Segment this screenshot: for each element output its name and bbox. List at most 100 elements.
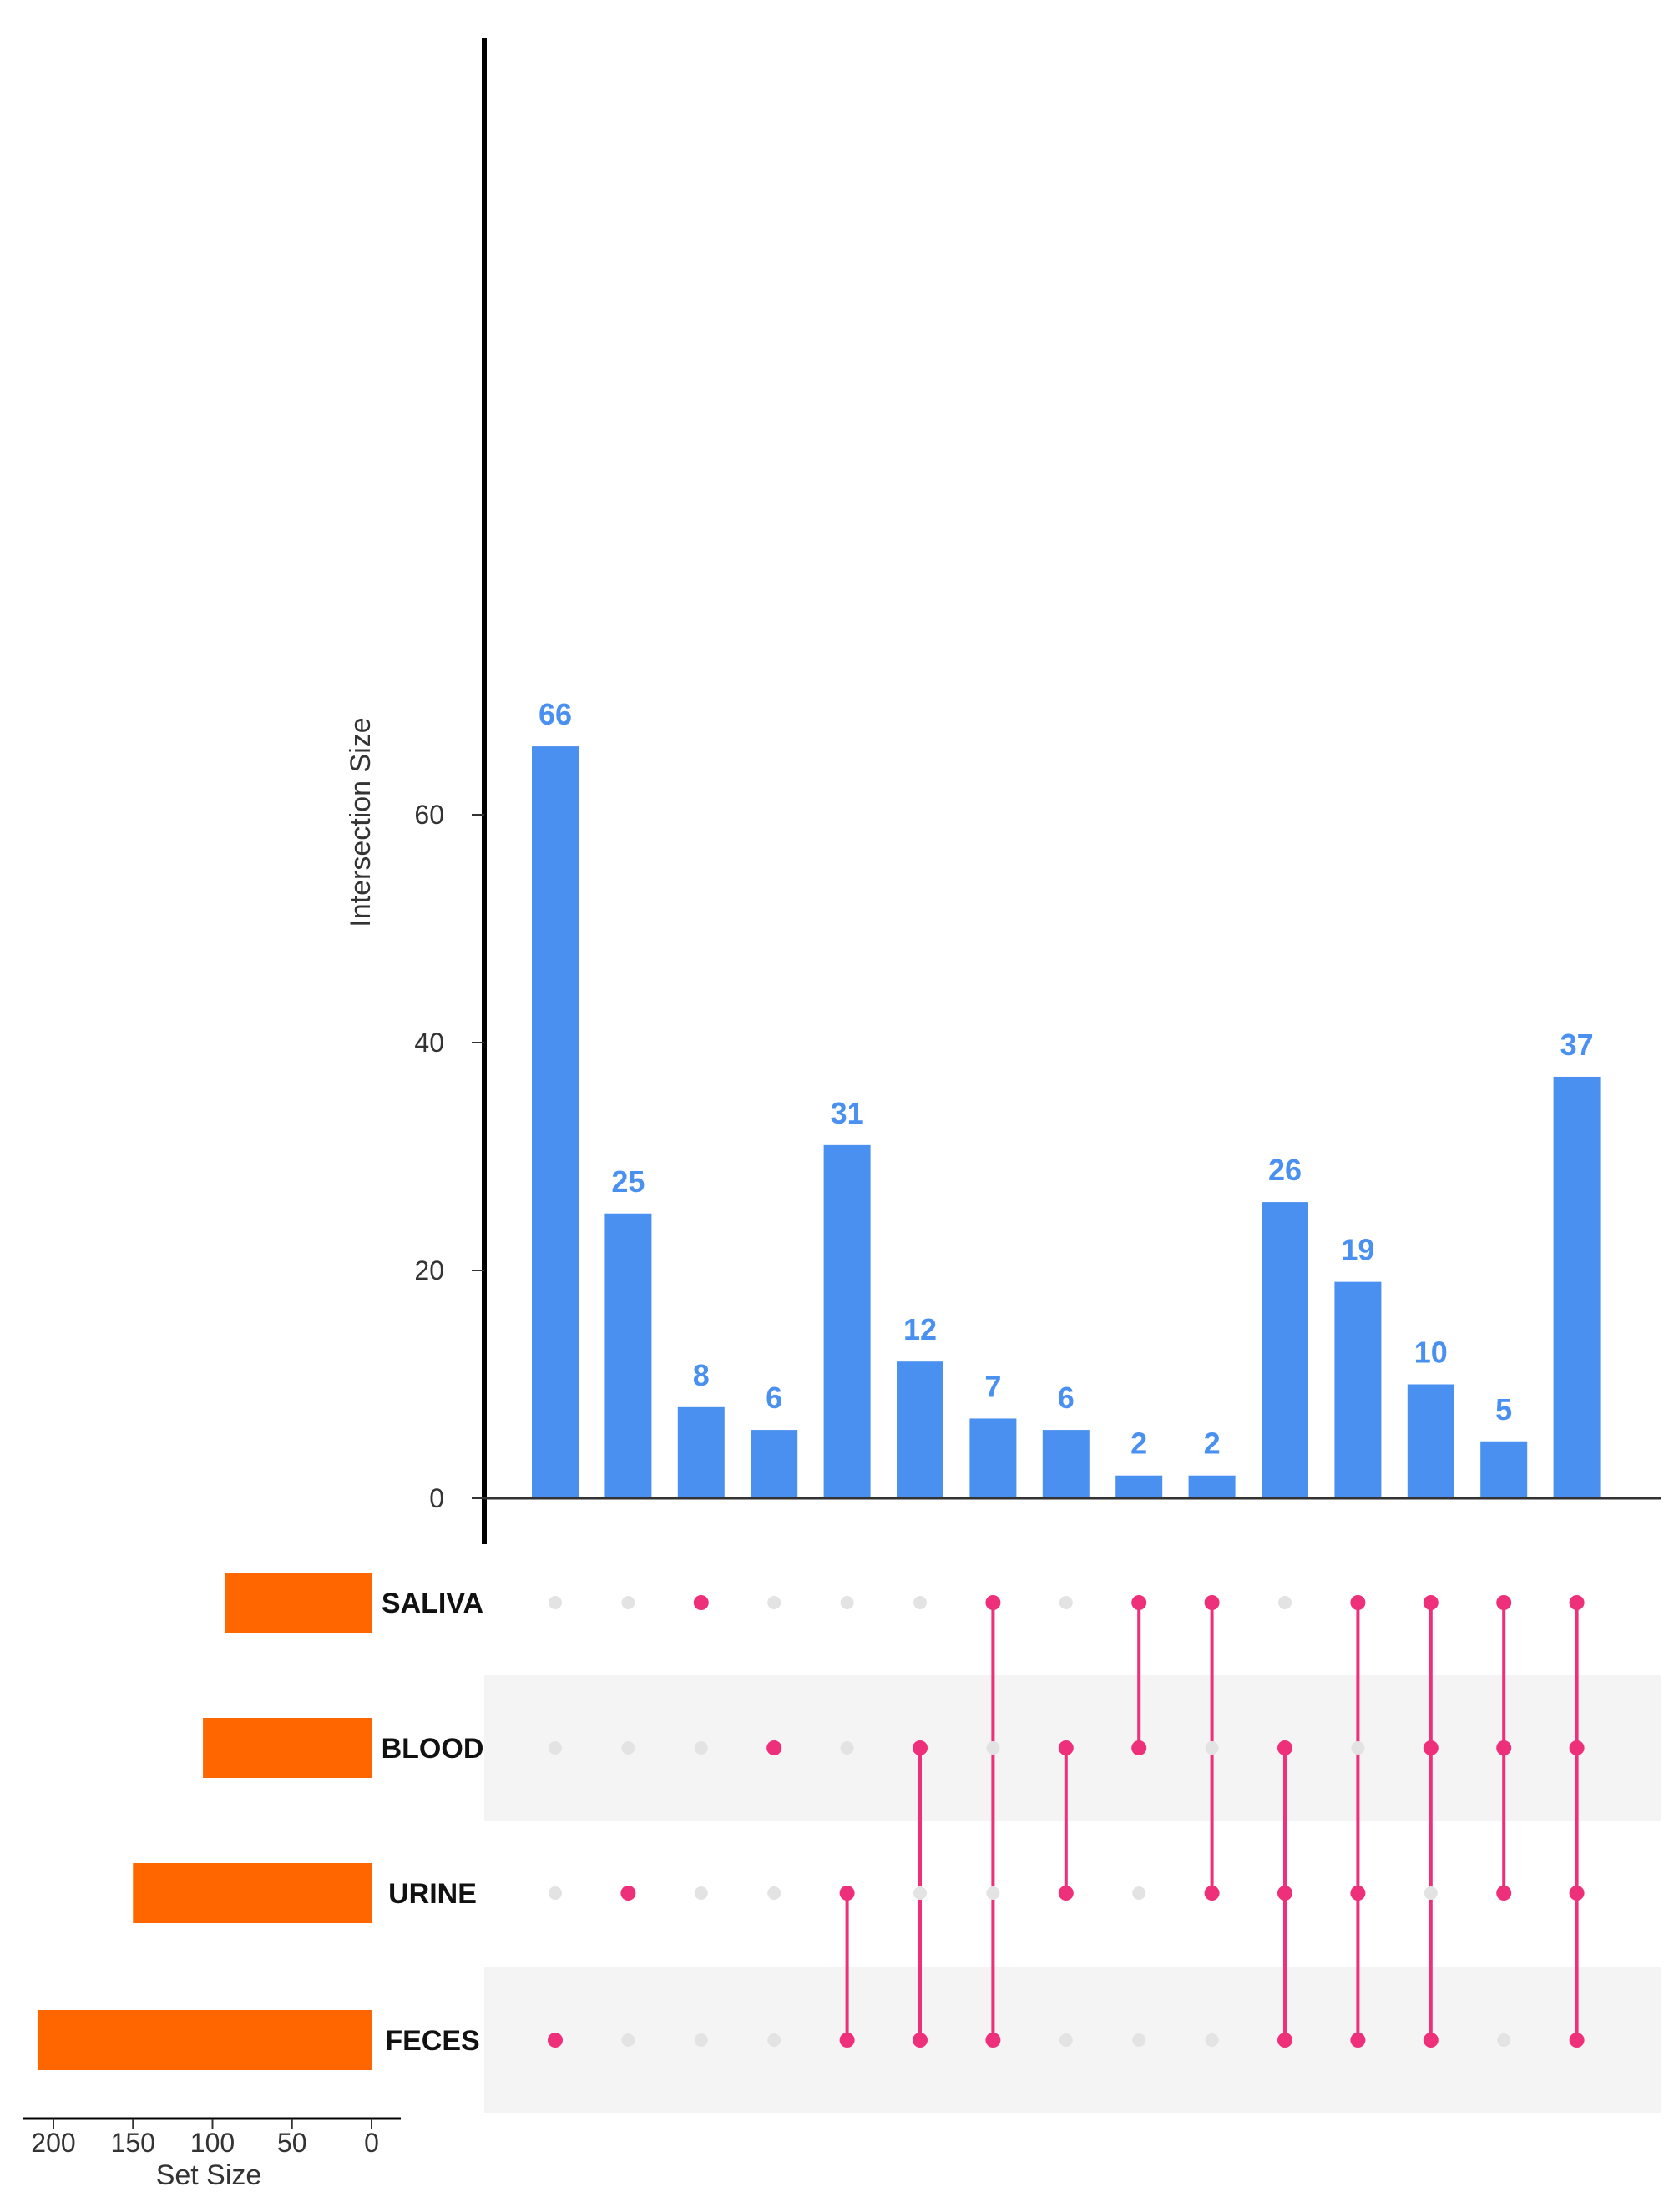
- matrix-dot-10-feces: [1205, 2033, 1219, 2047]
- matrix-dot-5-saliva: [840, 1596, 854, 1609]
- intersection-bar-label-4: 6: [766, 1381, 782, 1415]
- matrix-dot-1-feces: [548, 2033, 563, 2048]
- matrix-dot-3-saliva: [693, 1595, 709, 1610]
- matrix-dot-5-urine: [839, 1886, 855, 1901]
- intersection-bar-10: [1188, 1475, 1236, 1498]
- matrix-dot-12-feces: [1350, 2033, 1366, 2048]
- intersection-bars: [532, 746, 1601, 1498]
- y-tick-label-20: 20: [414, 1255, 444, 1285]
- set-label-saliva: SALIVA: [382, 1588, 483, 1619]
- intersection-bar-label-9: 2: [1130, 1427, 1147, 1461]
- set-size-bars: [37, 1573, 372, 2070]
- matrix-dot-15-blood: [1569, 1740, 1585, 1755]
- matrix-dot-10-blood: [1205, 1741, 1219, 1755]
- intersection-bar-label-15: 37: [1560, 1028, 1594, 1062]
- set-size-tick-label-200: 200: [31, 2128, 75, 2158]
- matrix-dot-1-urine: [549, 1886, 562, 1900]
- set-size-bar-feces: [37, 2010, 372, 2070]
- intersection-bar-label-2: 25: [611, 1164, 645, 1199]
- matrix-dot-14-feces: [1497, 2033, 1511, 2047]
- intersection-bar-14: [1480, 1441, 1528, 1498]
- matrix-dot-15-saliva: [1569, 1595, 1585, 1610]
- y-axis: [482, 38, 1661, 1544]
- matrix-stripes: [484, 1675, 1661, 2113]
- y-axis-title: Intersection Size: [345, 717, 377, 927]
- intersection-bar-label-10: 2: [1204, 1427, 1221, 1461]
- matrix-dot-11-feces: [1277, 2033, 1292, 2048]
- set-size-tick-label-0: 0: [364, 2128, 379, 2158]
- matrix-dot-11-blood: [1277, 1740, 1292, 1755]
- matrix-dot-4-saliva: [767, 1596, 781, 1609]
- matrix-dot-6-saliva: [913, 1596, 927, 1609]
- matrix-dot-9-blood: [1131, 1740, 1147, 1755]
- matrix-dot-2-saliva: [621, 1596, 635, 1609]
- intersection-bar-7: [969, 1418, 1017, 1498]
- matrix-dot-7-saliva: [985, 1595, 1001, 1610]
- matrix-dot-9-saliva: [1131, 1595, 1147, 1610]
- matrix-dot-10-saliva: [1204, 1595, 1220, 1610]
- stripe-feces: [484, 1967, 1661, 2113]
- intersection-bar-label-12: 19: [1341, 1233, 1374, 1267]
- matrix-dot-14-blood: [1496, 1740, 1512, 1755]
- intersection-bar-4: [751, 1430, 798, 1498]
- y-tick-label-0: 0: [429, 1483, 444, 1513]
- intersection-bar-11: [1262, 1202, 1308, 1498]
- matrix-dot-13-blood: [1423, 1740, 1439, 1755]
- matrix-dot-4-feces: [767, 2033, 781, 2047]
- matrix-dot-8-urine: [1058, 1886, 1074, 1901]
- matrix-dot-6-urine: [913, 1886, 927, 1900]
- set-label-feces: FECES: [385, 2025, 479, 2057]
- matrix-dot-5-blood: [840, 1741, 854, 1755]
- matrix-dot-8-feces: [1059, 2033, 1073, 2047]
- matrix-dot-14-urine: [1496, 1886, 1512, 1901]
- set-size-tick-label-100: 100: [190, 2128, 235, 2158]
- matrix-dot-8-blood: [1058, 1740, 1074, 1755]
- set-size-bar-urine: [133, 1863, 372, 1923]
- intersection-bar-label-1: 66: [539, 697, 572, 731]
- matrix-dot-2-blood: [621, 1741, 635, 1755]
- set-label-urine: URINE: [388, 1878, 477, 1910]
- intersection-bar-label-11: 26: [1268, 1153, 1302, 1187]
- intersection-bar-8: [1042, 1430, 1090, 1498]
- set-size-bar-saliva: [225, 1573, 372, 1633]
- set-size-axis-title: Set Size: [156, 2159, 262, 2191]
- set-size-bar-blood: [203, 1718, 372, 1778]
- matrix-dot-13-urine: [1424, 1886, 1438, 1900]
- matrix-dot-4-blood: [766, 1740, 782, 1755]
- set-label-blood: BLOOD: [382, 1733, 484, 1765]
- matrix-dot-9-urine: [1132, 1886, 1146, 1900]
- matrix-dot-11-urine: [1277, 1886, 1292, 1901]
- matrix-dot-3-feces: [694, 2033, 708, 2047]
- matrix-dot-7-blood: [986, 1741, 1000, 1755]
- set-labels: SALIVA BLOOD URINE FECES: [382, 1588, 484, 2057]
- matrix-dot-8-saliva: [1059, 1596, 1073, 1609]
- y-tick-label-60: 60: [414, 800, 444, 830]
- matrix-dot-6-blood: [913, 1740, 928, 1755]
- intersection-bar-12: [1334, 1281, 1382, 1498]
- matrix-dot-11-saliva: [1278, 1596, 1292, 1609]
- intersection-bar-label-13: 10: [1414, 1336, 1448, 1370]
- intersection-bar-label-7: 7: [984, 1369, 1001, 1403]
- matrix-dot-5-feces: [839, 2033, 855, 2048]
- matrix-dot-1-saliva: [549, 1596, 562, 1609]
- matrix-dot-12-blood: [1351, 1741, 1365, 1755]
- intersection-bar-2: [604, 1213, 652, 1498]
- matrix-dot-13-feces: [1423, 2033, 1439, 2048]
- intersection-bar-labels: 66 25 8 6 31 12 7 6 2 2 26 19 10 5 37: [539, 697, 1594, 1461]
- matrix-dot-6-feces: [913, 2033, 928, 2048]
- membership-matrix: [548, 1595, 1585, 2048]
- intersection-bar-label-6: 12: [903, 1312, 937, 1346]
- intersection-bar-label-14: 5: [1495, 1392, 1512, 1427]
- matrix-dot-1-blood: [549, 1741, 562, 1755]
- matrix-dot-2-urine: [620, 1886, 636, 1901]
- set-size-tick-label-150: 150: [111, 2128, 155, 2158]
- intersection-bar-3: [677, 1406, 725, 1498]
- intersection-bar-label-3: 8: [693, 1358, 710, 1392]
- matrix-dot-13-saliva: [1423, 1595, 1439, 1610]
- intersection-bar-6: [897, 1361, 943, 1498]
- matrix-dot-14-saliva: [1496, 1595, 1512, 1610]
- set-size-tick-label-50: 50: [277, 2128, 307, 2158]
- matrix-dot-10-urine: [1204, 1886, 1220, 1901]
- matrix-dot-7-feces: [985, 2033, 1001, 2048]
- matrix-dot-3-urine: [694, 1886, 708, 1900]
